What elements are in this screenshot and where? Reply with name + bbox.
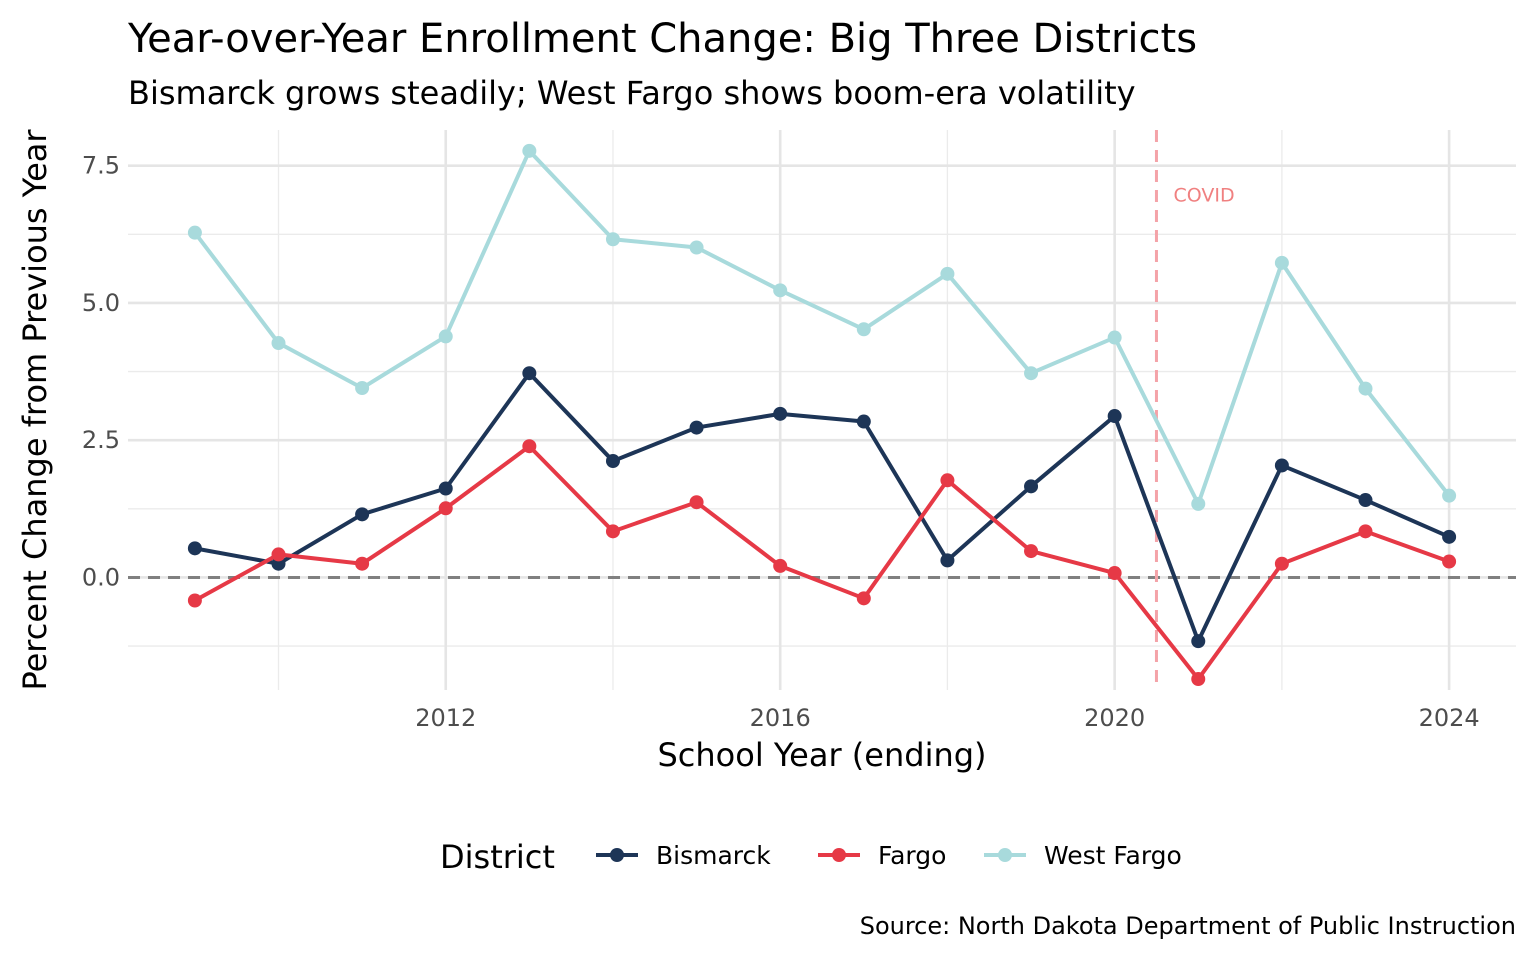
data-point xyxy=(856,322,871,337)
data-point xyxy=(940,266,955,281)
data-point xyxy=(1107,566,1122,581)
data-point xyxy=(1024,544,1039,559)
data-point xyxy=(271,547,286,562)
chart-title: Year-over-Year Enrollment Change: Big Th… xyxy=(127,16,1197,62)
data-point xyxy=(355,381,370,396)
series-fargo xyxy=(187,439,1457,687)
data-point xyxy=(438,501,453,516)
legend-label: West Fargo xyxy=(1044,841,1182,870)
legend-label: Bismarck xyxy=(656,841,771,870)
data-point xyxy=(1358,524,1373,539)
legend-title: District xyxy=(440,838,555,876)
data-point xyxy=(605,232,620,247)
data-point xyxy=(1191,634,1206,649)
data-point xyxy=(605,524,620,539)
series-group xyxy=(187,143,1457,687)
x-tick-label: 2024 xyxy=(1419,704,1480,732)
data-point xyxy=(689,420,704,435)
series-line xyxy=(193,148,1451,506)
data-point xyxy=(187,225,202,240)
data-point xyxy=(856,414,871,429)
y-tick-label: 5.0 xyxy=(82,289,120,317)
covid-annotation: COVID xyxy=(1173,184,1234,206)
data-point xyxy=(187,593,202,608)
y-tick-label: 2.5 xyxy=(82,426,120,454)
data-point xyxy=(605,454,620,469)
data-point xyxy=(1274,556,1289,571)
data-point xyxy=(689,495,704,510)
data-point xyxy=(1442,554,1457,569)
series-line xyxy=(194,371,1450,644)
data-point xyxy=(1191,496,1206,511)
data-point xyxy=(940,473,955,488)
data-point xyxy=(522,439,537,454)
x-tick-label: 2016 xyxy=(750,704,811,732)
legend-key-point xyxy=(832,848,846,862)
data-point xyxy=(355,507,370,522)
reference-lines: COVID xyxy=(128,130,1516,690)
data-point xyxy=(355,556,370,571)
data-point xyxy=(773,283,788,298)
data-point xyxy=(522,366,537,381)
x-axis-label: School Year (ending) xyxy=(657,736,986,774)
grid xyxy=(128,130,1516,690)
data-point xyxy=(1024,479,1039,494)
series-west-fargo xyxy=(187,143,1457,511)
data-point xyxy=(1358,493,1373,508)
chart-subtitle: Bismarck grows steadily; West Fargo show… xyxy=(128,74,1136,112)
data-point xyxy=(856,591,871,606)
data-point xyxy=(1442,529,1457,544)
y-axis-label: Percent Change from Previous Year xyxy=(16,129,54,691)
data-point xyxy=(1358,381,1373,396)
caption: Source: North Dakota Department of Publi… xyxy=(860,912,1516,940)
data-point xyxy=(522,143,537,158)
legend-key-point xyxy=(610,848,624,862)
data-point xyxy=(1274,255,1289,270)
data-point xyxy=(773,406,788,421)
data-point xyxy=(940,553,955,568)
y-tick-label: 7.5 xyxy=(82,152,120,180)
data-point xyxy=(689,240,704,255)
data-point xyxy=(773,558,788,573)
data-point xyxy=(1107,409,1122,424)
series-bismarck xyxy=(187,366,1457,649)
axes: 0.0 2.5 5.0 7.5 2012 2016 2020 2024 xyxy=(82,152,1480,732)
data-point xyxy=(1107,330,1122,345)
x-tick-label: 2012 xyxy=(415,704,476,732)
legend-key-point xyxy=(998,848,1012,862)
series-line xyxy=(193,444,1450,682)
data-point xyxy=(1024,366,1039,381)
data-point xyxy=(438,329,453,344)
data-point xyxy=(271,336,286,351)
y-tick-label: 0.0 xyxy=(82,563,120,591)
x-tick-label: 2020 xyxy=(1084,704,1145,732)
data-point xyxy=(187,541,202,556)
legend-label: Fargo xyxy=(878,841,946,870)
data-point xyxy=(1274,458,1289,473)
data-point xyxy=(1442,488,1457,503)
data-point xyxy=(1191,672,1206,687)
legend: District Bismarck Fargo West Fargo xyxy=(440,838,1182,876)
data-point xyxy=(438,481,453,496)
